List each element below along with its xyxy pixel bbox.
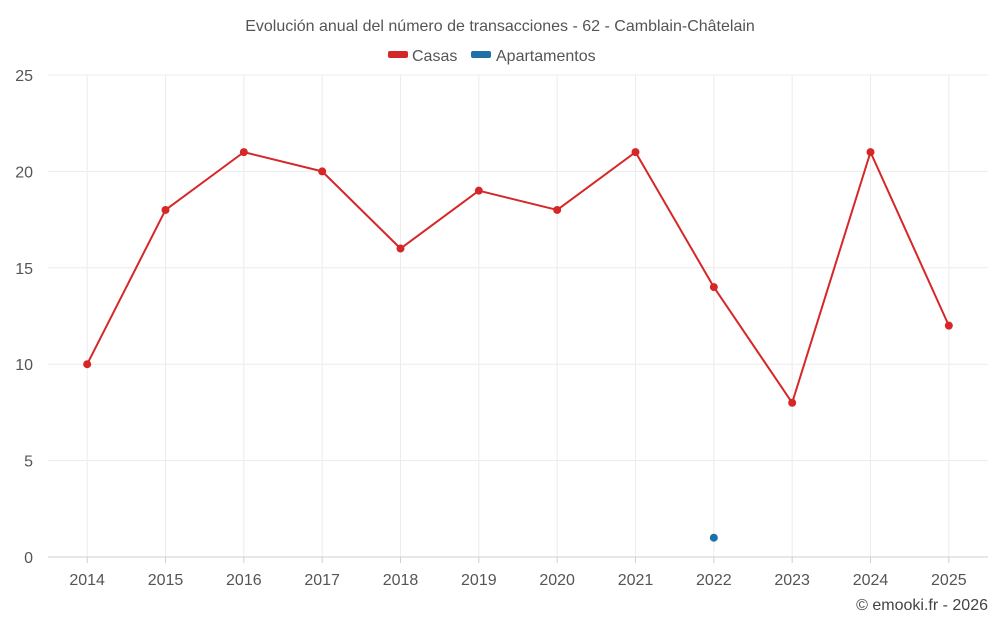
legend-label-casas[interactable]: Casas <box>412 48 457 65</box>
data-point-casas-2020[interactable] <box>553 205 562 214</box>
x-tick-label: 2021 <box>618 572 654 589</box>
credit-text: © emooki.fr - 2026 <box>856 597 988 614</box>
series-line-casas <box>86 151 950 404</box>
x-tick-label: 2024 <box>853 572 889 589</box>
x-tick-label: 2020 <box>539 572 575 589</box>
legend: Casas Apartamentos <box>388 48 596 65</box>
x-tick-label: 2019 <box>461 572 497 589</box>
y-tick-label: 15 <box>15 261 33 278</box>
x-tick-label: 2017 <box>304 572 340 589</box>
x-axis-ticks: 2014 2015 2016 2017 2018 2019 2020 2021 2022 2023… <box>69 557 967 589</box>
series-layer <box>83 148 953 542</box>
data-point-casas-2014[interactable] <box>83 360 92 369</box>
chart-title: Evolución anual del número de transaccio… <box>245 18 755 35</box>
y-tick-label: 5 <box>24 454 33 471</box>
data-point-casas-2018[interactable] <box>396 244 405 253</box>
y-tick-label: 0 <box>24 550 33 567</box>
x-tick-label: 2022 <box>696 572 732 589</box>
data-point-casas-2023[interactable] <box>788 398 797 407</box>
legend-swatch-casas[interactable] <box>388 51 408 58</box>
data-point-casas-2017[interactable] <box>318 167 327 176</box>
series-casas <box>83 148 953 407</box>
data-point-apartamentos-2022[interactable] <box>709 533 718 542</box>
data-point-casas-2016[interactable] <box>239 148 248 157</box>
grid <box>48 74 988 557</box>
x-tick-label: 2015 <box>148 572 184 589</box>
x-tick-label: 2023 <box>774 572 810 589</box>
data-point-casas-2019[interactable] <box>474 186 483 195</box>
data-point-casas-2024[interactable] <box>866 148 875 157</box>
y-tick-label: 10 <box>15 357 33 374</box>
data-point-casas-2022[interactable] <box>709 283 718 292</box>
data-point-casas-2025[interactable] <box>944 321 953 330</box>
data-point-casas-2021[interactable] <box>631 148 640 157</box>
data-point-casas-2015[interactable] <box>161 205 170 214</box>
x-tick-label: 2025 <box>931 572 967 589</box>
y-tick-label: 25 <box>15 68 33 85</box>
series-apartamentos <box>709 533 718 542</box>
y-tick-label: 20 <box>15 164 33 181</box>
x-tick-label: 2018 <box>383 572 419 589</box>
x-tick-label: 2014 <box>69 572 105 589</box>
x-tick-label: 2016 <box>226 572 262 589</box>
legend-swatch-apartamentos[interactable] <box>471 51 491 58</box>
y-axis-ticks: 0 5 10 15 20 25 <box>15 68 33 567</box>
legend-label-apartamentos[interactable]: Apartamentos <box>496 48 596 65</box>
